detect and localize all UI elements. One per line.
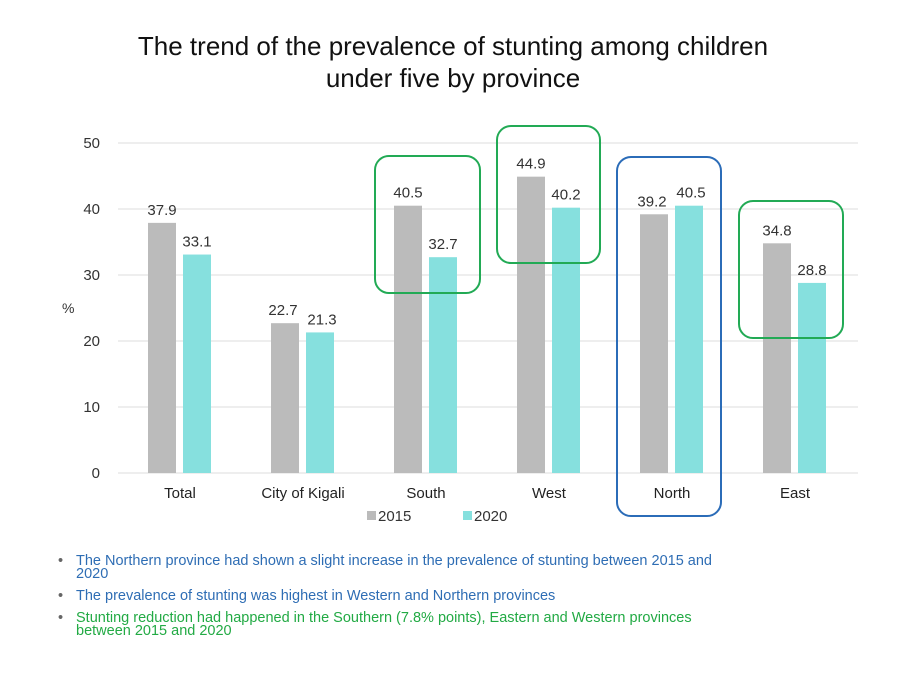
bullet-text-line: 2020: [76, 566, 109, 582]
x-axis-ticks: Total City of Kigali South West North East: [164, 485, 811, 502]
chart-title-line-2: under five by province: [325, 63, 581, 93]
data-label: 22.7: [268, 302, 297, 319]
data-label: 32.7: [428, 236, 457, 253]
x-tick-label: City of Kigali: [261, 485, 344, 502]
data-label: 44.9: [516, 156, 545, 173]
highlight-box-north: [616, 156, 722, 517]
x-tick-label: East: [780, 485, 811, 502]
data-label: 33.1: [182, 234, 211, 251]
data-label: 34.8: [762, 222, 791, 239]
y-tick-label: 10: [83, 399, 100, 416]
bar-2015: [271, 323, 299, 473]
bullet-dot-icon: •: [58, 553, 64, 569]
bullet-text-line: Stunting reduction had happened in the S…: [76, 610, 692, 626]
bullet-text-line: The prevalence of stunting was highest i…: [76, 588, 556, 604]
data-label: 40.5: [676, 185, 705, 202]
summary-bullets: • The Northern province had shown a sligh…: [58, 553, 878, 647]
bar-2020: [798, 282, 826, 473]
data-label: 28.8: [797, 262, 826, 279]
highlight-box-west: [496, 125, 601, 264]
bar-2020: [429, 257, 457, 473]
bullet-item: • Stunting reduction had happened in the …: [58, 610, 878, 639]
bar-2015: [394, 205, 422, 473]
bullet-dot-icon: •: [58, 588, 64, 604]
bar-chart: 0 10 20 30 40 50 % 37.9 33.1 22.7 21.3 40.5 32.7 44…: [62, 125, 858, 525]
chart-title-line-1: The trend of the prevalence of stunting …: [137, 31, 769, 61]
y-tick-label: 40: [83, 201, 100, 218]
legend: 2015 2020: [367, 508, 507, 525]
bars: [148, 176, 826, 473]
data-label: 21.3: [307, 311, 336, 328]
chart-title: The trend of the prevalence of stunting …: [0, 30, 906, 94]
y-axis-label: %: [62, 300, 74, 316]
legend-label-2020: 2020: [474, 508, 507, 525]
bar-2020: [675, 205, 703, 473]
bar-2015: [517, 176, 545, 473]
data-labels: 37.9 33.1 22.7 21.3 40.5 32.7 44.9 40.2 39.2 40.5…: [147, 156, 826, 329]
bullet-item: • The prevalence of stunting was highest …: [58, 588, 878, 604]
legend-label-2015: 2015: [378, 508, 411, 525]
data-label: 37.9: [147, 202, 176, 219]
legend-swatch-2015: [367, 511, 376, 520]
bar-2015: [640, 214, 668, 473]
x-tick-label: South: [406, 485, 445, 502]
bullet-item: • The Northern province had shown a sligh…: [58, 553, 878, 582]
bullet-text-line: The Northern province had shown a slight…: [76, 553, 712, 569]
x-tick-label: North: [654, 485, 691, 502]
bullet-dot-icon: •: [58, 610, 64, 626]
bar-2020: [306, 332, 334, 473]
data-label: 40.5: [393, 185, 422, 202]
bar-2015: [763, 243, 791, 473]
highlight-boxes: [374, 125, 844, 517]
y-axis-ticks: 0 10 20 30 40 50: [83, 135, 100, 482]
highlight-box-east: [738, 200, 844, 339]
data-label: 40.2: [551, 187, 580, 204]
x-tick-label: Total: [164, 485, 196, 502]
gridlines: [118, 142, 858, 474]
y-tick-label: 30: [83, 267, 100, 284]
x-tick-label: West: [532, 485, 567, 502]
legend-swatch-2020: [463, 511, 472, 520]
y-tick-label: 50: [83, 135, 100, 152]
y-tick-label: 20: [83, 333, 100, 350]
bar-2020: [183, 254, 211, 473]
bar-2015: [148, 222, 176, 473]
bar-2020: [552, 207, 580, 473]
y-tick-label: 0: [92, 465, 100, 482]
highlight-box-south: [374, 155, 481, 294]
data-label: 39.2: [637, 193, 666, 210]
bullet-text-line: between 2015 and 2020: [76, 623, 232, 639]
